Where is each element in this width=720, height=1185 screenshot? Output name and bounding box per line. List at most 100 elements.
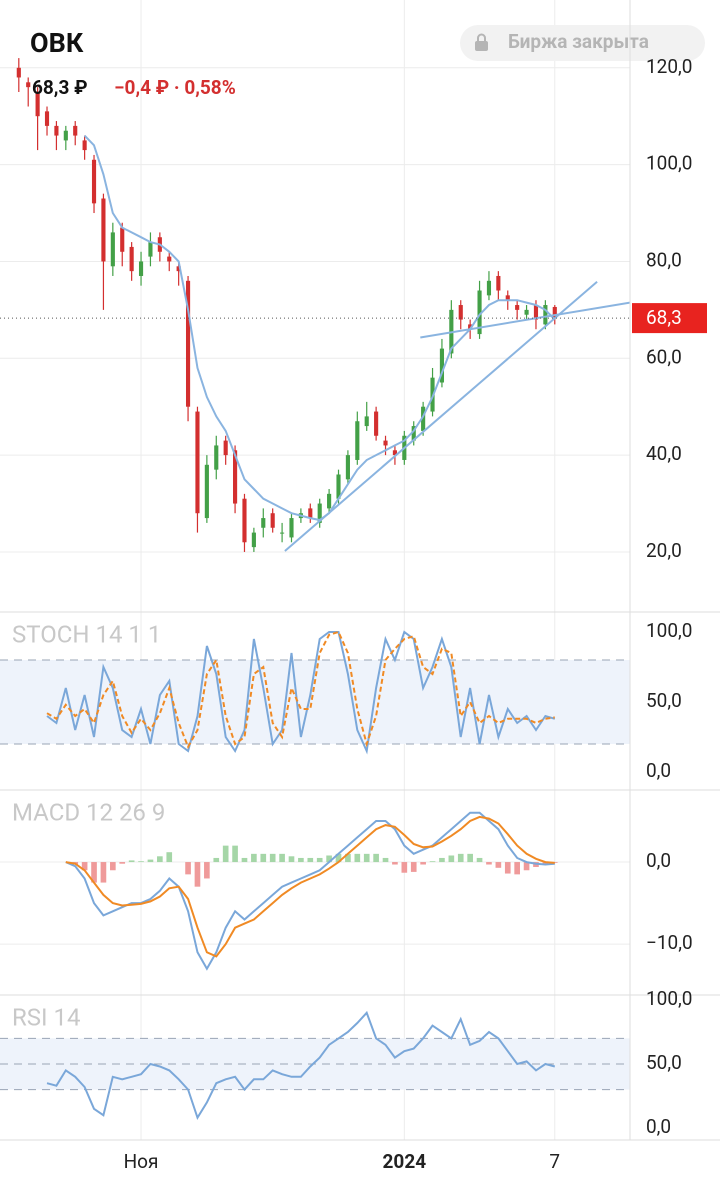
candle-body	[16, 67, 21, 78]
y-tick-label: 20,0	[646, 539, 682, 562]
histogram-bar	[260, 853, 267, 863]
histogram-bar	[420, 862, 426, 865]
candle-body	[242, 498, 247, 543]
last-price-label: 68,3	[646, 306, 682, 329]
candle-body	[26, 82, 31, 88]
y-tick-label: 50,0	[646, 1051, 682, 1074]
y-tick-label: 50,0	[646, 689, 682, 712]
candle-body	[439, 348, 445, 383]
histogram-bar	[288, 856, 295, 863]
candle-body	[44, 111, 50, 126]
histogram-bar	[401, 862, 408, 873]
candle-body	[54, 125, 59, 136]
candle-body	[543, 305, 548, 325]
candle-body	[233, 450, 238, 504]
indicator-line	[65, 815, 555, 958]
candle-body	[251, 532, 256, 548]
candle-body	[355, 421, 360, 460]
candle-body	[195, 411, 200, 514]
price: 68,3 ₽	[32, 76, 88, 99]
candle-body	[345, 455, 350, 480]
histogram-bar	[213, 857, 220, 863]
price-change: −0,4 ₽ · 0,58%	[114, 76, 236, 99]
candle-body	[515, 305, 520, 310]
status-pill	[460, 25, 705, 61]
candle-body	[91, 159, 97, 204]
candle-body	[374, 411, 379, 436]
candle-body	[327, 493, 332, 509]
y-tick-label: 60,0	[646, 345, 682, 368]
histogram-bar	[354, 853, 361, 863]
panel-title: STOCH 14 1 1	[12, 620, 161, 648]
histogram-bar	[194, 862, 201, 887]
histogram-bar	[147, 859, 154, 863]
candle-body	[261, 518, 266, 528]
histogram-bar	[166, 852, 173, 863]
candle-body	[383, 440, 388, 446]
band-fill	[0, 659, 630, 744]
histogram-bar	[410, 862, 417, 872]
histogram-bar	[81, 862, 88, 871]
histogram-bar	[392, 862, 398, 865]
candle-body	[317, 503, 322, 523]
candle-body	[214, 445, 219, 470]
candle-body	[110, 232, 115, 267]
histogram-bar	[251, 853, 257, 863]
x-tick-label: 2024	[383, 1150, 427, 1173]
candle-body	[101, 198, 106, 262]
candle-body	[270, 513, 275, 528]
histogram-bar	[157, 856, 163, 863]
y-tick-label: 80,0	[646, 248, 682, 271]
candle-body	[468, 324, 473, 330]
candle-body	[505, 295, 510, 301]
indicator-line	[46, 1010, 556, 1121]
histogram-bar	[439, 857, 445, 863]
candle-body	[280, 532, 285, 534]
panel-title: MACD 12 26 9	[12, 798, 165, 826]
candle-body	[524, 309, 529, 315]
last-price-tag	[632, 303, 707, 334]
x-tick-label: Ноя	[124, 1150, 159, 1173]
histogram-bar	[110, 862, 116, 871]
indicator-line	[65, 811, 555, 971]
candle-body	[496, 275, 501, 291]
y-tick-label: 40,0	[646, 442, 682, 465]
histogram-bar	[495, 862, 502, 868]
histogram-bar	[269, 853, 276, 863]
candle-body	[129, 246, 134, 272]
candle-body	[82, 140, 87, 151]
candle-body	[148, 242, 153, 257]
histogram-bar	[373, 853, 379, 863]
y-tick-label: 100,0	[646, 152, 692, 175]
candle-body	[223, 440, 228, 456]
panel-title: RSI 14	[12, 1003, 81, 1031]
histogram-bar	[467, 853, 473, 863]
candle-body	[477, 290, 482, 335]
histogram-bar	[345, 853, 351, 863]
candle-body	[73, 125, 78, 136]
y-tick-label: 120,0	[646, 55, 692, 78]
candle-body	[411, 426, 416, 441]
histogram-bar	[185, 862, 191, 875]
y-tick-label: −10,0	[646, 931, 693, 954]
histogram-bar	[542, 862, 549, 865]
histogram-bar	[448, 855, 455, 863]
histogram-bar	[232, 845, 238, 863]
histogram-bar	[363, 853, 370, 863]
histogram-bar	[316, 857, 323, 863]
histogram-bar	[119, 862, 126, 864]
histogram-bar	[128, 860, 135, 863]
candle-body	[392, 450, 397, 456]
candle-body	[185, 280, 191, 407]
histogram-bar	[335, 853, 342, 863]
y-tick-label: 100,0	[646, 619, 692, 642]
trend-line	[284, 281, 598, 552]
candle-body	[176, 266, 181, 272]
histogram-bar	[326, 855, 332, 863]
y-tick-label: 100,0	[646, 987, 692, 1010]
histogram-bar	[504, 862, 511, 874]
candle-body	[138, 261, 144, 276]
candle-body	[35, 91, 40, 117]
plot-area	[0, 0, 630, 1140]
